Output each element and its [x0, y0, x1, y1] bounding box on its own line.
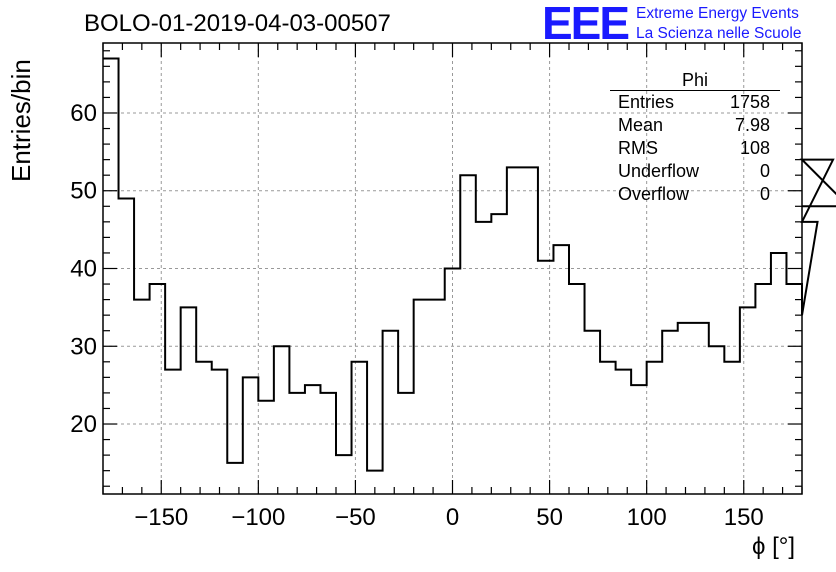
histogram-bin [181, 307, 197, 494]
y-tick-label: 40 [70, 256, 97, 283]
histogram-bin [336, 455, 352, 494]
stats-value: 7.98 [734, 115, 770, 135]
stats-key: Entries [618, 92, 675, 112]
histogram-bin [227, 463, 243, 494]
histogram-bin [196, 362, 212, 494]
histogram-bin [258, 401, 274, 494]
histogram-bin [445, 269, 461, 495]
logo-line-1: Extreme Energy Events [636, 5, 799, 22]
histogram-bin [740, 307, 756, 494]
histogram-bin [150, 284, 166, 494]
histogram-bin [414, 300, 430, 494]
x-tick-label: 0 [446, 504, 459, 531]
stats-box: Phi Entries 1758 Mean 7.98 RMS 108 Under… [610, 70, 780, 206]
histogram-bin [600, 362, 616, 494]
y-tick-label: 30 [70, 333, 97, 360]
histogram-bin [119, 199, 135, 494]
stats-row-rms: RMS 108 [610, 137, 780, 160]
x-tick-label: 100 [627, 504, 667, 531]
histogram-bin [134, 300, 150, 494]
histogram-bin [569, 284, 585, 494]
histogram-bin [165, 370, 181, 494]
stats-row-overflow: Overflow 0 [610, 183, 780, 206]
histogram-bin [585, 331, 601, 494]
histogram-bin [352, 362, 368, 494]
histogram-bin [476, 222, 492, 494]
logo-caption: Extreme Energy Events La Scienza nelle S… [636, 4, 801, 44]
histogram-bin [398, 393, 414, 494]
x-tick-label: −150 [134, 504, 188, 531]
x-axis-label: ϕ [°] [752, 533, 796, 560]
histogram-bin [522, 167, 538, 494]
histogram-bin [693, 323, 709, 494]
histogram-bin [103, 59, 119, 494]
stats-row-underflow: Underflow 0 [610, 160, 780, 183]
histogram-bin [289, 393, 305, 494]
stats-value: 0 [759, 161, 770, 181]
histogram-bin [755, 284, 771, 494]
histogram-bin [429, 300, 445, 494]
stats-value: 108 [739, 138, 770, 158]
x-tick-label: 150 [724, 504, 764, 531]
histogram-bin [491, 214, 507, 494]
histogram-bin [724, 362, 740, 494]
histogram-bin [507, 167, 523, 494]
histogram-bin [616, 370, 632, 494]
histogram-bin [320, 393, 336, 494]
chart-title: BOLO-01-2019-04-03-00507 [84, 10, 391, 37]
y-axis-label: Entries/bin [6, 59, 36, 182]
histogram-series [103, 57, 836, 472]
histogram-bin [709, 346, 725, 494]
stats-key: Mean [618, 115, 664, 135]
histogram-bin [305, 385, 321, 494]
x-tick-label: −50 [335, 504, 376, 531]
histogram-bin [631, 385, 647, 494]
histogram-bin [538, 261, 554, 494]
stats-row-entries: Entries 1758 [610, 91, 780, 114]
stats-value: 1758 [729, 92, 770, 112]
stats-key: Overflow [618, 184, 690, 204]
stats-key: Underflow [618, 161, 700, 181]
histogram-bin [647, 362, 663, 494]
eee-logo: EEE [542, 0, 630, 49]
x-tick-label: 50 [536, 504, 563, 531]
x-tick-label: −100 [231, 504, 285, 531]
histogram-bin [383, 331, 399, 494]
histogram-bin [678, 323, 694, 494]
histogram-bin [460, 175, 476, 494]
histogram-bin [771, 253, 787, 494]
y-tick-label: 20 [70, 411, 97, 438]
logo-line-2: La Scienza nelle Scuole [636, 25, 802, 42]
histogram-bin [274, 346, 290, 494]
histogram-bin [243, 377, 259, 494]
stats-value: 0 [759, 184, 770, 204]
histogram-bin [553, 245, 569, 494]
y-tick-label: 60 [70, 100, 97, 127]
histogram-bin [662, 331, 678, 494]
y-tick-label: 50 [70, 178, 97, 205]
histogram-bin [212, 370, 228, 494]
stats-box-title: Phi [610, 70, 780, 91]
stats-key: RMS [618, 138, 658, 158]
stats-row-mean: Mean 7.98 [610, 114, 780, 137]
